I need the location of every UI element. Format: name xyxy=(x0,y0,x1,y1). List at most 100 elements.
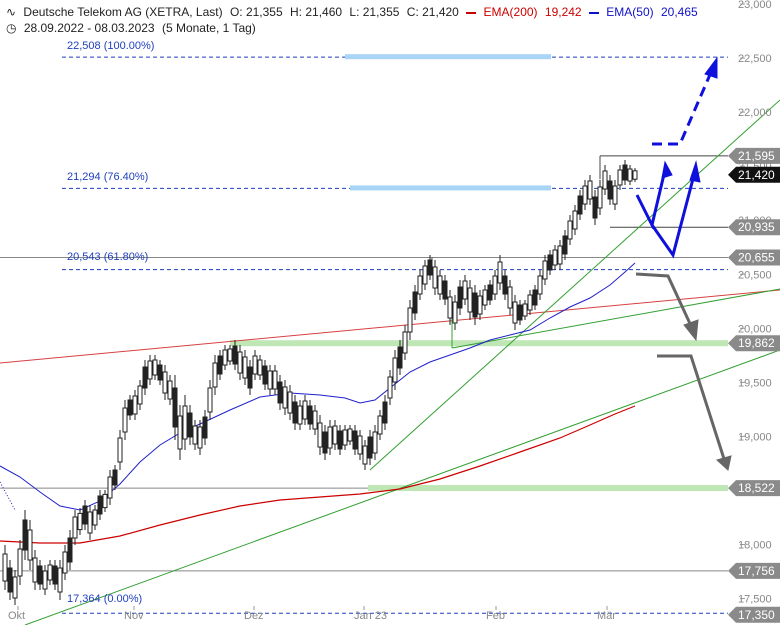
price-label-box-3 xyxy=(728,249,780,266)
candle-body-14 xyxy=(72,516,78,539)
arrowhead-gray-1 xyxy=(683,319,699,342)
candle-body-27 xyxy=(137,385,143,405)
candle-body-50 xyxy=(252,355,258,375)
candle-body-106 xyxy=(532,289,538,306)
candle-body-10 xyxy=(52,565,58,585)
candle-body-16 xyxy=(82,505,88,525)
candle-body-54 xyxy=(272,370,278,390)
y-tick-label-10: 18,000 xyxy=(738,540,772,552)
candle-body-38 xyxy=(192,425,198,445)
candle-body-8 xyxy=(42,570,48,590)
candle-body-59 xyxy=(297,405,303,425)
candle-body-57 xyxy=(287,391,293,414)
candle-body-123 xyxy=(617,169,623,186)
candle-body-64 xyxy=(322,431,328,454)
y-tick-label-6: 20,000 xyxy=(738,323,772,335)
candle-body-95 xyxy=(477,295,483,315)
candle-body-118 xyxy=(592,196,598,219)
projection-arrow-blue-dashed xyxy=(652,69,714,146)
period-range: 28.09.2022 - 08.03.2023 xyxy=(23,21,155,35)
candle-body-18 xyxy=(92,509,98,526)
candle-body-89 xyxy=(447,296,453,319)
candle-body-12 xyxy=(62,551,68,574)
ema50-value: 20,465 xyxy=(660,5,698,19)
period-length: (5 Monate, 1 Tag) xyxy=(161,21,256,35)
y-tick-label-0: 23,000 xyxy=(738,0,772,11)
candle-body-58 xyxy=(292,401,298,424)
candle-body-119 xyxy=(597,186,603,209)
projection-arrow-blue-2 xyxy=(650,174,696,259)
price-label-text-4: 19,862 xyxy=(738,336,775,350)
candle-body-63 xyxy=(317,422,323,448)
fib-label-3: 17,364 (0.00%) xyxy=(67,593,142,605)
x-tick-label-5: Mär xyxy=(597,610,616,622)
candle-body-109 xyxy=(547,254,553,271)
x-tick-label-1: Nov xyxy=(124,610,144,622)
candle-body-101 xyxy=(507,286,513,309)
candle-body-110 xyxy=(552,249,558,266)
trend-line-long xyxy=(24,349,780,626)
price-label-text-1: 21,420 xyxy=(738,168,775,182)
candle-body-45 xyxy=(227,348,233,362)
fib-zone-100 xyxy=(345,54,551,60)
candle-body-41 xyxy=(207,387,213,413)
candle-body-72 xyxy=(362,445,368,465)
candle-body-77 xyxy=(387,376,393,399)
y-tick-label-8: 19,000 xyxy=(738,431,772,443)
close-value: C: 21,420 xyxy=(406,5,459,19)
header-line-1: ∿ Deutsche Telekom AG (XETRA, Last) O: 2… xyxy=(6,5,702,19)
candle-body-9 xyxy=(47,564,53,581)
fib-label-0: 22,508 (100.00%) xyxy=(67,40,154,52)
ema200-label: EMA(200) xyxy=(483,5,538,19)
y-tick-label-1: 22,500 xyxy=(738,53,772,65)
candle-body-32 xyxy=(162,371,168,394)
candle-body-52 xyxy=(262,365,268,385)
candle-body-68 xyxy=(342,429,348,446)
candle-body-87 xyxy=(437,275,443,295)
candle-body-117 xyxy=(587,180,593,200)
fib-zone-764 xyxy=(350,185,551,191)
candle-body-1 xyxy=(7,567,13,593)
candle-body-37 xyxy=(187,412,193,438)
candle-body-99 xyxy=(497,261,503,284)
open-value: O: 21,355 xyxy=(229,5,283,19)
header-line-2: ◷ 28.09.2022 - 08.03.2023 (5 Monate, 1 T… xyxy=(6,21,260,35)
candle-body-5 xyxy=(27,529,33,561)
ema50-line xyxy=(0,262,636,511)
candle-body-3 xyxy=(17,548,23,577)
candle-body-107 xyxy=(537,275,543,295)
support-zone-18522 xyxy=(368,485,728,492)
y-tick-label-11: 17,500 xyxy=(738,594,772,606)
price-label-text-6: 17,756 xyxy=(738,564,775,578)
price-label-box-2 xyxy=(728,219,780,236)
x-tick-label-3: Jan 23 xyxy=(354,610,387,622)
candle-body-15 xyxy=(77,512,83,531)
candle-body-56 xyxy=(282,386,288,409)
candle-body-66 xyxy=(332,425,338,445)
candle-body-0 xyxy=(2,553,8,582)
price-label-box-7 xyxy=(728,606,780,623)
candle-body-61 xyxy=(307,405,313,425)
ema50-legend-swatch xyxy=(588,11,599,14)
price-label-text-0: 21,595 xyxy=(738,149,775,163)
candle-body-11 xyxy=(57,567,63,593)
candle-body-88 xyxy=(442,280,448,300)
resistance-red-line xyxy=(0,289,780,364)
candle-body-47 xyxy=(237,351,243,374)
price-label-text-7: 17,350 xyxy=(738,608,775,622)
candle-body-29 xyxy=(147,360,153,380)
candle-body-114 xyxy=(572,210,578,230)
candle-body-121 xyxy=(607,180,613,200)
price-label-text-2: 20,935 xyxy=(738,220,775,234)
candle-body-111 xyxy=(557,245,563,265)
candle-body-103 xyxy=(517,304,523,321)
candle-body-86 xyxy=(432,266,438,289)
candle-body-100 xyxy=(502,275,508,295)
candle-body-83 xyxy=(417,275,423,295)
candle-body-25 xyxy=(127,399,133,416)
candle-body-17 xyxy=(87,511,93,534)
y-tick-label-7: 19,500 xyxy=(738,377,772,389)
fib-label-1: 21,294 (76.40%) xyxy=(67,171,148,183)
y-tick-label-5: 20,500 xyxy=(738,269,772,281)
